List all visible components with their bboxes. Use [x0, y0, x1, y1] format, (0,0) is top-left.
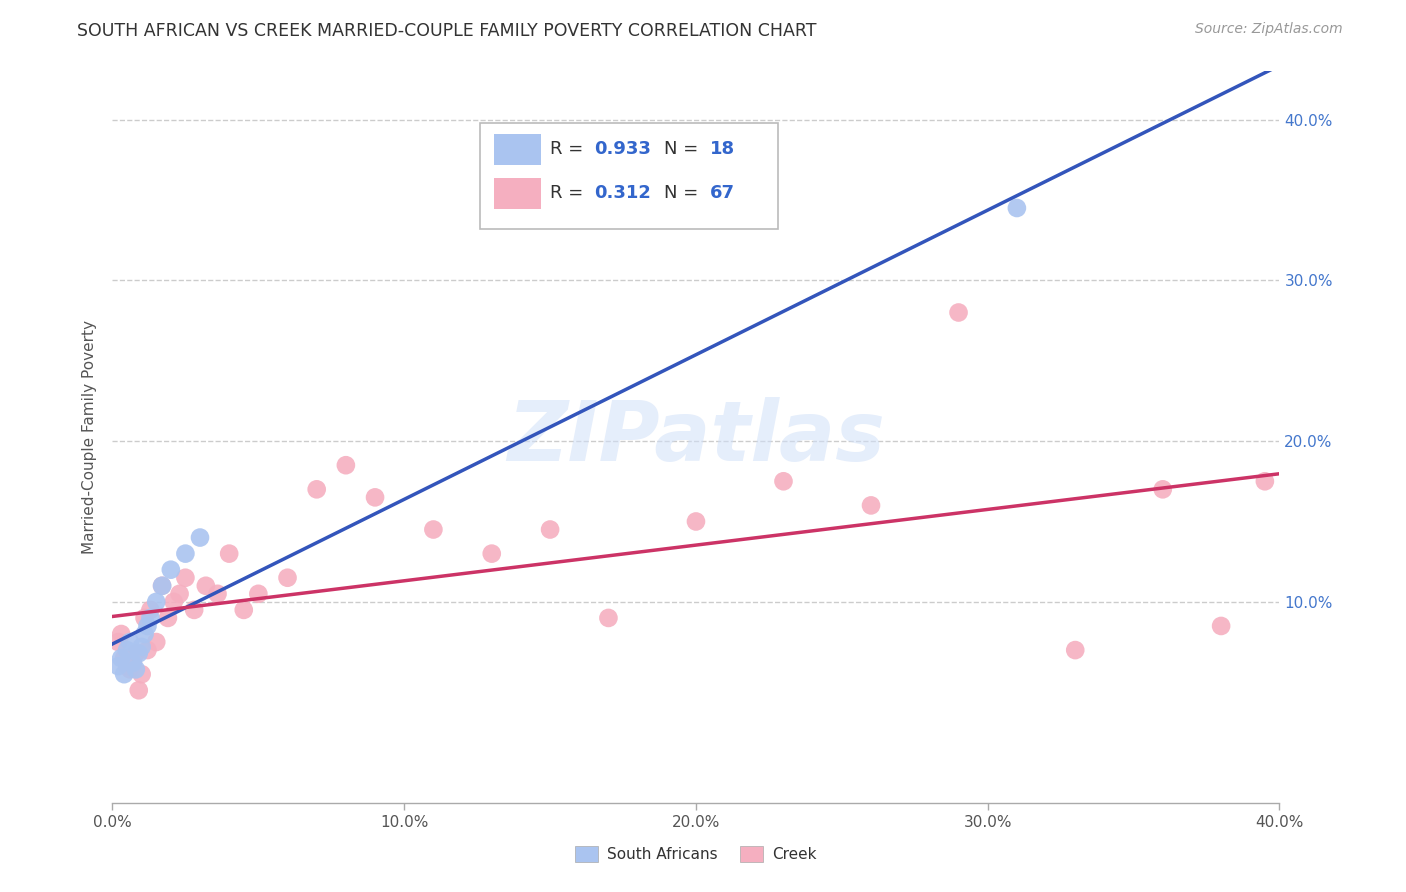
Point	[145, 595, 167, 609]
Point	[125, 646, 148, 660]
Point	[772, 475, 794, 489]
Point	[1005, 201, 1028, 215]
Text: N =: N =	[665, 140, 704, 158]
Text: 67: 67	[710, 184, 735, 202]
Point	[364, 491, 387, 505]
Text: R =: R =	[550, 140, 589, 158]
Text: Source: ZipAtlas.com: Source: ZipAtlas.com	[1195, 22, 1343, 37]
Point	[305, 483, 328, 497]
Point	[145, 635, 167, 649]
Point	[139, 611, 162, 625]
FancyBboxPatch shape	[494, 178, 541, 209]
Point	[422, 523, 444, 537]
Point	[112, 651, 135, 665]
Point	[1209, 619, 1232, 633]
Point	[156, 611, 179, 625]
Point	[110, 651, 132, 665]
Point	[112, 667, 135, 681]
Point	[232, 603, 254, 617]
Point	[134, 611, 156, 625]
Point	[948, 305, 970, 319]
Point	[860, 499, 883, 513]
FancyBboxPatch shape	[479, 122, 778, 228]
Point	[125, 662, 148, 676]
Point	[163, 595, 186, 609]
Text: 0.933: 0.933	[595, 140, 651, 158]
FancyBboxPatch shape	[494, 135, 541, 165]
Point	[169, 587, 191, 601]
Point	[160, 563, 183, 577]
Y-axis label: Married-Couple Family Poverty: Married-Couple Family Poverty	[82, 320, 97, 554]
Point	[122, 656, 145, 670]
Point	[188, 531, 211, 545]
Point	[598, 611, 620, 625]
Legend: South Africans, Creek: South Africans, Creek	[569, 840, 823, 868]
Point	[134, 627, 156, 641]
Text: R =: R =	[550, 184, 595, 202]
Point	[194, 579, 217, 593]
Point	[136, 643, 159, 657]
Point	[1064, 643, 1087, 657]
Point	[131, 640, 153, 654]
Point	[218, 547, 240, 561]
Point	[183, 603, 205, 617]
Point	[1254, 475, 1277, 489]
Point	[139, 603, 162, 617]
Point	[115, 643, 138, 657]
Point	[538, 523, 561, 537]
Point	[136, 619, 159, 633]
Point	[685, 515, 707, 529]
Point	[247, 587, 270, 601]
Text: SOUTH AFRICAN VS CREEK MARRIED-COUPLE FAMILY POVERTY CORRELATION CHART: SOUTH AFRICAN VS CREEK MARRIED-COUPLE FA…	[77, 22, 817, 40]
Point	[174, 547, 197, 561]
Point	[481, 547, 503, 561]
Text: 18: 18	[710, 140, 735, 158]
Point	[335, 458, 357, 473]
Point	[150, 579, 173, 593]
Point	[118, 662, 141, 676]
Point	[128, 683, 150, 698]
Text: ZIPatlas: ZIPatlas	[508, 397, 884, 477]
Point	[115, 659, 138, 673]
Point	[174, 571, 197, 585]
Point	[107, 659, 129, 673]
Text: N =: N =	[665, 184, 704, 202]
Text: 0.312: 0.312	[595, 184, 651, 202]
Point	[207, 587, 229, 601]
Point	[150, 579, 173, 593]
Point	[131, 667, 153, 681]
Point	[276, 571, 298, 585]
Point	[118, 635, 141, 649]
Point	[128, 646, 150, 660]
Point	[107, 635, 129, 649]
Point	[122, 656, 145, 670]
Point	[1152, 483, 1174, 497]
Point	[110, 627, 132, 641]
